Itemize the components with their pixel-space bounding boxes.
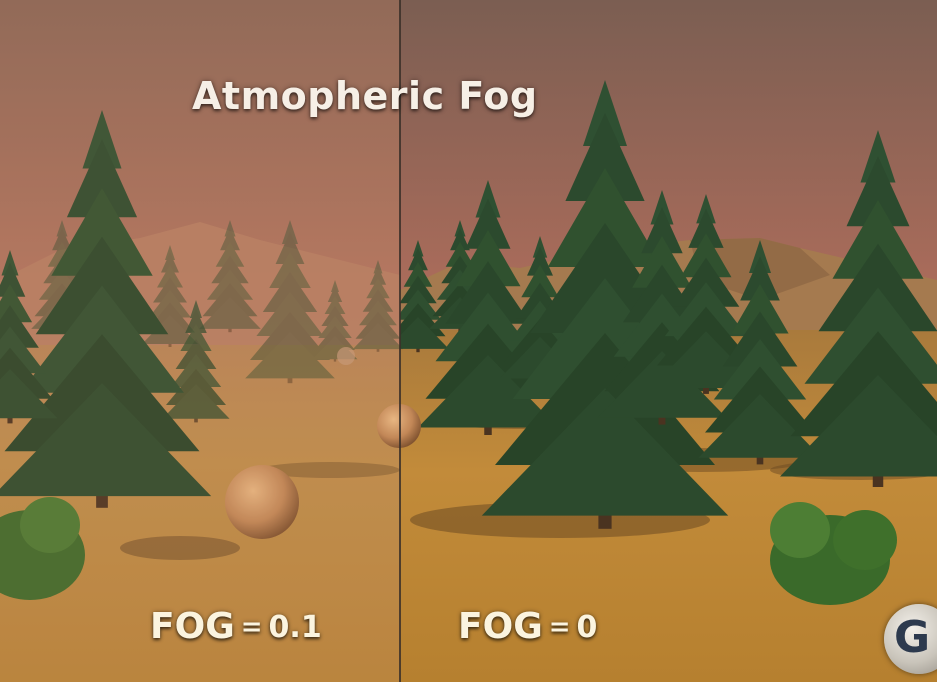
fog-equals: = (240, 612, 263, 642)
channel-logo: G (884, 604, 937, 674)
logo-letter: G (894, 612, 931, 663)
bush-icon (770, 502, 897, 605)
fog-value: 0 (576, 610, 598, 645)
fog-key: FOG (150, 606, 235, 647)
split-divider (399, 0, 401, 682)
sphere (337, 347, 355, 365)
fog-value: 0.1 (268, 610, 322, 645)
fog-label-left: FOG = 0.1 (150, 606, 322, 647)
fog-key: FOG (458, 606, 543, 647)
bush-icon (0, 497, 85, 600)
clear-panel (387, 0, 937, 682)
fogged-panel (0, 0, 404, 682)
fog-equals: = (548, 612, 571, 642)
sphere (225, 465, 299, 539)
fog-label-right: FOG = 0 (458, 606, 597, 647)
scene-title: Atmopheric Fog (192, 74, 538, 118)
